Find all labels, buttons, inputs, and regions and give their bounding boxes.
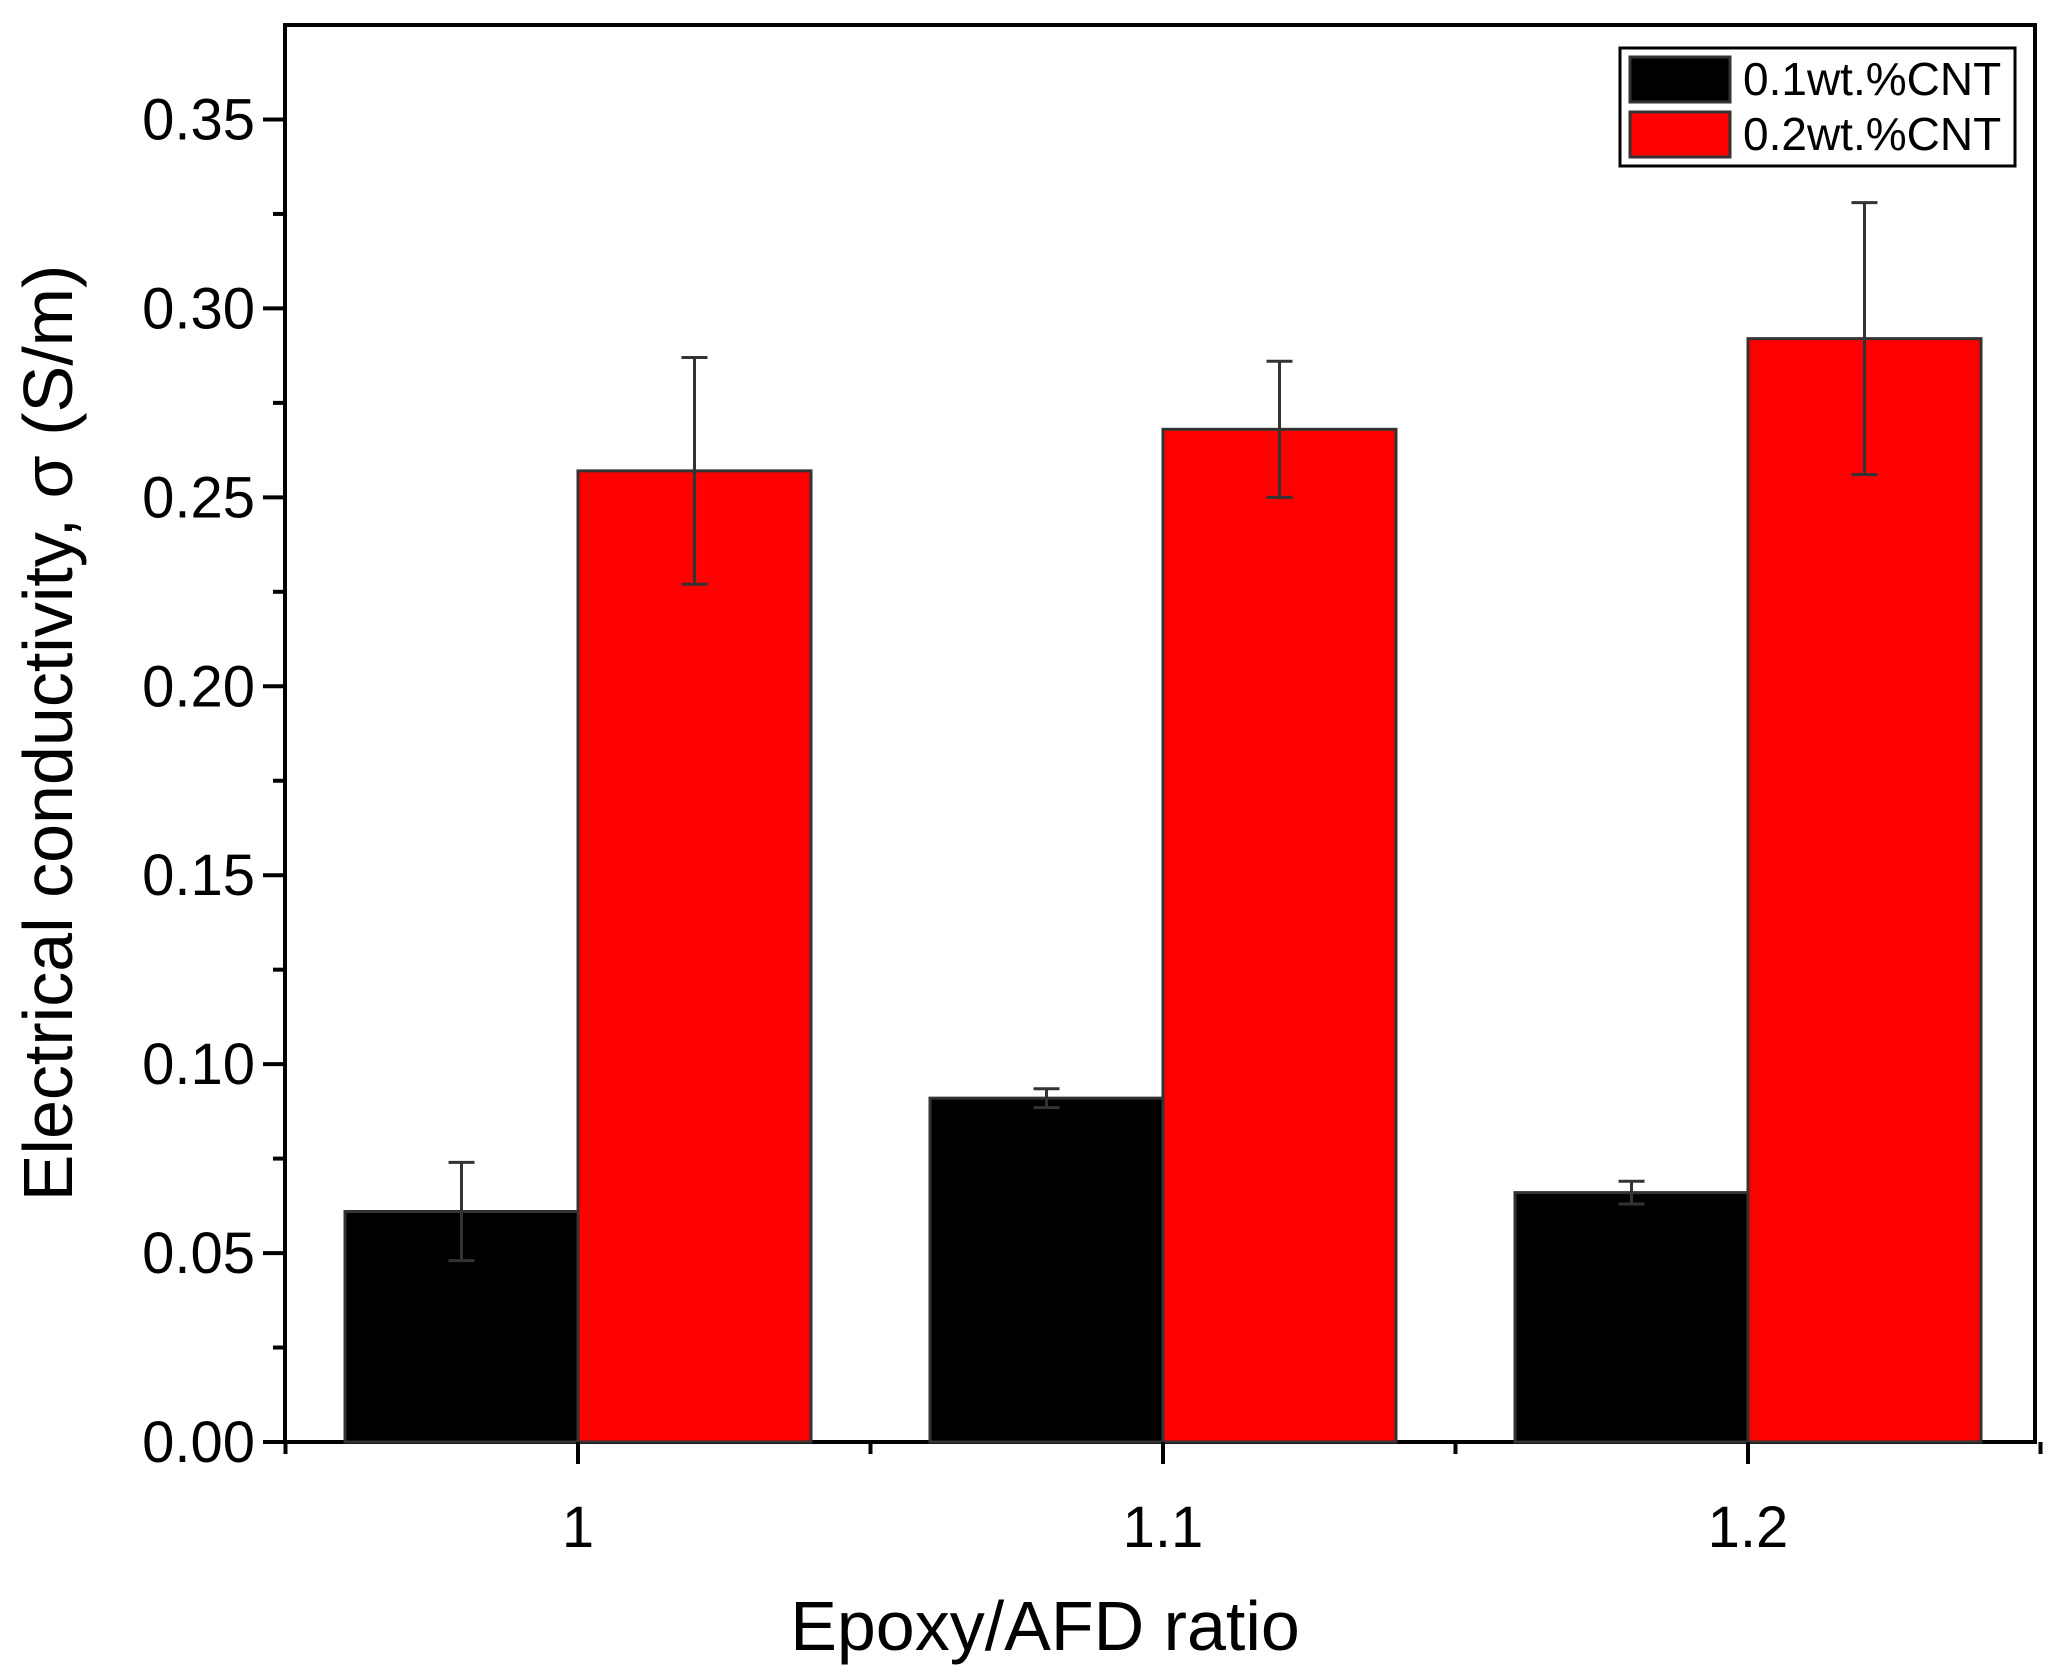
y-tick-label: 0.00 <box>142 1410 255 1475</box>
y-tick-label: 0.25 <box>142 465 255 530</box>
y-tick-label: 0.15 <box>142 843 255 908</box>
bar-0.1wt.%CNT-1.1 <box>928 1096 1165 1444</box>
y-axis: 0.00 0.05 0.10 0.15 0.20 0.25 0.30 0.35 <box>142 87 285 1475</box>
x-axis-title: Epoxy/AFD ratio <box>790 1587 1300 1665</box>
errorbars-layer <box>448 201 1878 1263</box>
y-tick-label: 0.05 <box>142 1221 255 1286</box>
legend-swatch-0.2wt-cnt <box>1628 110 1732 159</box>
bars-layer <box>343 337 1983 1444</box>
errorbar-0.1wt.%CNT-1.2 <box>1618 1179 1645 1206</box>
y-tick-label: 0.20 <box>142 654 255 719</box>
legend-label-0.2wt-cnt: 0.2wt.%CNT <box>1743 108 2001 160</box>
errorbar-0.1wt.%CNT-1.1 <box>1033 1087 1060 1110</box>
x-tick-label: 1 <box>562 1495 594 1560</box>
legend-swatch-0.1wt-cnt <box>1628 55 1732 104</box>
bar-0.2wt.%CNT-1.2 <box>1746 337 1983 1444</box>
y-tick-label: 0.10 <box>142 1032 255 1097</box>
errorbar-0.2wt.%CNT-1.1 <box>1266 359 1293 499</box>
y-tick-label: 0.35 <box>142 87 255 152</box>
x-tick-label: 1.2 <box>1708 1495 1789 1560</box>
y-tick-label: 0.30 <box>142 276 255 341</box>
bar-0.2wt.%CNT-1 <box>576 469 813 1444</box>
errorbar-0.2wt.%CNT-1 <box>681 356 708 586</box>
legend-label-0.1wt-cnt: 0.1wt.%CNT <box>1743 53 2001 105</box>
bar-0.1wt.%CNT-1.2 <box>1513 1191 1750 1444</box>
errorbar-0.1wt.%CNT-1 <box>448 1160 475 1263</box>
x-tick-label: 1.1 <box>1123 1495 1204 1560</box>
legend: 0.1wt.%CNT 0.2wt.%CNT <box>1618 46 2017 168</box>
y-axis-title: Electrical conductivity, σ (S/m) <box>9 265 87 1202</box>
errorbar-0.2wt.%CNT-1.2 <box>1851 201 1878 477</box>
bar-0.2wt.%CNT-1.1 <box>1161 427 1398 1444</box>
x-axis: 1 1.1 1.2 <box>283 1442 2043 1560</box>
